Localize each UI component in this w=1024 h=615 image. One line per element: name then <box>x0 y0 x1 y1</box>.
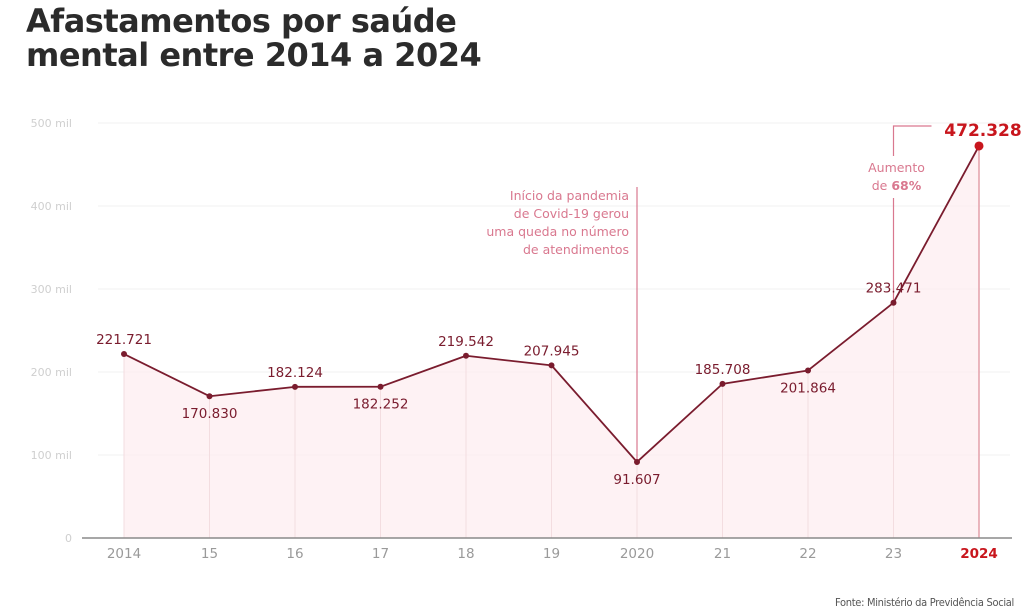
annotation-increase-bracket <box>892 125 932 303</box>
area-fill <box>124 145 979 538</box>
x-tick-label: 2020 <box>620 546 654 562</box>
y-tick-label: 0 <box>65 532 72 545</box>
drop-lines <box>123 145 980 538</box>
x-tick-label: 2014 <box>107 546 141 562</box>
annotation-increase-percent: 68% <box>891 178 921 193</box>
data-point <box>548 362 555 369</box>
chart-title: Afastamentos por saúde mental entre 2014… <box>26 2 482 74</box>
data-labels: 221.721 170.830 182.124 182.252 219.542 207.9… <box>96 121 1022 488</box>
data-point <box>463 352 469 359</box>
x-tick-label: 22 <box>799 546 816 562</box>
x-tick-label: 18 <box>457 546 474 562</box>
data-point <box>890 299 897 306</box>
data-points <box>121 141 984 465</box>
data-point <box>121 350 127 357</box>
y-tick-label: 100 mil <box>31 449 72 462</box>
data-label: 219.542 <box>438 334 494 350</box>
chart-title-line-1: Afastamentos por saúde <box>26 2 457 40</box>
data-point <box>377 383 384 390</box>
data-point <box>805 367 811 374</box>
x-tick-label: 19 <box>543 546 560 562</box>
x-tick-label: 16 <box>286 546 303 562</box>
data-label: 283.471 <box>866 281 922 297</box>
source-note: Fonte: Ministério da Previdência Social <box>835 596 1014 609</box>
annotation-pandemic-text: Início da pandemia <box>510 188 629 203</box>
y-tick-label: 400 mil <box>31 200 72 213</box>
data-label: 91.607 <box>613 472 660 488</box>
data-label: 170.830 <box>182 406 238 422</box>
annotation-pandemic-text: de Covid-19 gerou <box>514 206 629 221</box>
data-point <box>974 141 984 151</box>
x-tick-label: 23 <box>885 546 902 562</box>
data-point <box>206 393 213 400</box>
data-point <box>292 383 298 390</box>
chart-title-line-2: mental entre 2014 a 2024 <box>26 36 482 74</box>
annotation-increase-line2: de 68% <box>872 178 922 193</box>
y-tick-label: 200 mil <box>31 366 72 379</box>
x-tick-label: 2024 <box>960 546 998 562</box>
data-point <box>719 380 726 387</box>
x-tick-label: 17 <box>372 546 389 562</box>
data-label: 185.708 <box>695 362 751 378</box>
x-axis-labels: 2014 15 16 17 18 19 2020 21 22 23 2024 <box>107 546 998 562</box>
annotation-increase-prefix: de <box>872 178 892 193</box>
annotation-increase-line1: Aumento <box>868 160 925 175</box>
data-label: 201.864 <box>780 380 836 396</box>
y-tick-label: 500 mil <box>31 117 72 130</box>
annotations: Início da pandemia de Covid-19 gerou uma q… <box>486 125 932 462</box>
x-tick-label: 15 <box>201 546 218 562</box>
annotation-pandemic-text: de atendimentos <box>523 242 629 257</box>
data-label: 207.945 <box>524 343 580 359</box>
annotation-pandemic-text: uma queda no número <box>486 224 629 239</box>
data-label: 221.721 <box>96 332 152 348</box>
y-tick-label: 300 mil <box>31 283 72 296</box>
area-shape <box>124 145 979 538</box>
y-axis-labels: 0 100 mil 200 mil 300 mil 400 mil 500 mil <box>31 117 72 545</box>
data-point <box>634 458 640 465</box>
data-label: 182.252 <box>353 397 409 413</box>
x-tick-label: 21 <box>714 546 731 562</box>
annotation-increase-bg <box>867 156 922 198</box>
data-label: 182.124 <box>267 365 323 381</box>
data-label: 472.328 <box>944 121 1021 141</box>
